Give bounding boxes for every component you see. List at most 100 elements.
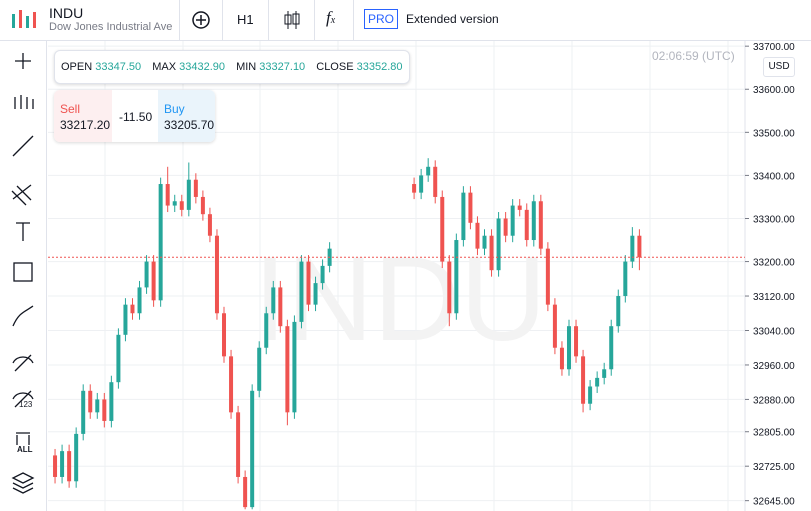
candle-body [179,201,184,210]
brush-tool[interactable] [12,305,34,327]
candle-body [602,369,607,378]
candle-body [447,261,452,314]
candle-body [60,451,65,477]
hide-tool[interactable] [12,354,34,372]
y-tick-label: 33500.00 [753,128,795,139]
candle-body [109,382,114,421]
candle-body [165,184,170,206]
candle-body [186,179,191,210]
candle-body [419,175,424,193]
text-tool[interactable] [16,222,30,241]
candle-body [559,347,564,370]
candle-body [496,218,501,271]
candle-body [609,326,614,370]
candle-body [299,261,304,322]
candle-body [461,192,466,241]
candle-body [552,304,557,348]
candle-body [574,326,579,357]
candle-body [412,184,417,193]
candle-body [637,235,642,258]
candle-body [257,347,262,391]
badge: 123 [19,400,33,409]
separator [314,0,315,40]
candle-body [67,451,72,482]
fib-tool[interactable] [11,184,32,206]
y-tick-label: 33200.00 [753,258,795,269]
candle-body [538,201,543,249]
candle-body [433,166,438,197]
y-tick-label: 33600.00 [753,85,795,96]
bars-tool[interactable] [14,95,34,109]
candle-body [116,334,121,383]
ohlc-value: 33347.50 [95,61,142,73]
candle-body [306,261,311,305]
candle-body [144,261,149,288]
candle-body [81,390,86,434]
candle-body [581,356,586,404]
candle-body [588,386,593,404]
sell-label: Sell [60,102,81,116]
separator [222,0,223,40]
candle-body [313,283,318,305]
candle-body [545,248,550,305]
candle-body [243,476,248,508]
separator [179,0,180,40]
candle-body [95,399,100,413]
add-button[interactable] [191,10,211,30]
candle-body [193,179,198,197]
candle-body [440,196,445,262]
chart-type-button[interactable] [282,9,302,31]
candle-body [102,399,107,421]
candle-body [489,235,494,271]
interval-button[interactable]: H1 [237,12,254,27]
left-toolbar: 123 ALL [0,41,47,511]
remove-tool[interactable] [16,432,30,445]
ohlc-panel: OPEN 33347.50 MAX 33432.90 MIN 33327.10 … [54,50,410,84]
trade-panel: Sell 33217.20 -11.50 Buy 33205.70 [54,90,215,142]
candle-body [200,196,205,215]
ohlc-value: 33327.10 [259,61,306,73]
y-tick-label: 32645.00 [753,497,795,508]
symbol: INDU [49,5,84,21]
shape-tool[interactable] [13,262,33,282]
ohlc-label: CLOSE [316,61,354,73]
ohlc-value: 33352.80 [356,61,403,73]
y-tick-label: 32960.00 [753,361,795,372]
y-tick-label: 33700.00 [753,42,795,53]
candle-body [123,304,128,335]
ohlc-label: MIN [236,61,257,73]
spread: -11.50 [112,90,158,142]
currency[interactable]: USD [763,57,795,77]
indicators-button[interactable]: fx [326,8,336,27]
sell-button[interactable]: Sell 33217.20 [54,90,112,142]
candle-body [595,377,600,387]
layers-tool[interactable] [11,472,35,494]
logo [12,10,36,28]
candle-body [482,235,487,249]
candle-body [158,184,163,301]
ohlc-value: 33432.90 [179,61,225,73]
candle-body [630,235,635,262]
candle-body [468,192,473,223]
pro-badge[interactable]: PRO [364,9,399,29]
candle-body [278,287,283,327]
candle-body [74,433,79,482]
candle-body [264,313,269,348]
line-tool[interactable] [12,135,34,157]
extended-version[interactable]: Extended version [406,12,499,26]
buy-button[interactable]: Buy 33205.70 [158,90,215,142]
candle-body [454,240,459,314]
candle-body [475,222,480,249]
candle-body [222,313,227,357]
y-tick-label: 32805.00 [753,428,795,439]
y-tick-label: 33040.00 [753,326,795,337]
candle-body [53,455,58,477]
y-tick-label: 32725.00 [753,462,795,473]
badge: ALL [17,445,33,454]
hide-labels-tool[interactable] [12,390,34,408]
top-bar: INDU Dow Jones Industrial Ave H1 fx PRO … [0,0,811,41]
crosshair-tool[interactable] [15,53,31,69]
candle-body [616,296,621,327]
candle-body [207,214,212,236]
